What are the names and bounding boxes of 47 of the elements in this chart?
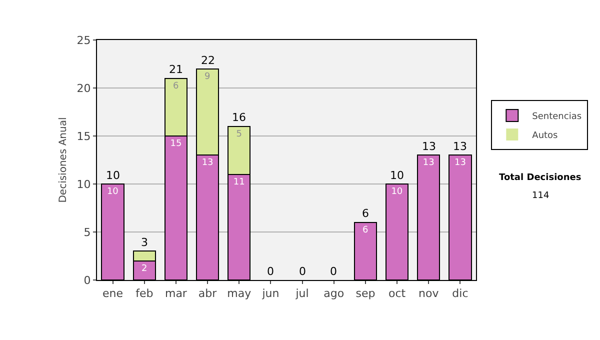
x-tick-label: ago (324, 287, 344, 300)
text: 114 (532, 191, 550, 201)
x-tick-label: may (227, 287, 252, 300)
legend-label: Sentencias (532, 112, 582, 122)
data-label: 9 (204, 72, 211, 82)
x-tick-label: jul (294, 287, 309, 300)
x-tick-label: abr (198, 287, 218, 300)
data-label: 10 (391, 187, 403, 197)
data-label: 13 (202, 158, 214, 168)
data-label: 6 (172, 81, 179, 92)
y-tick-label: 0 (84, 274, 91, 287)
x-tick-label: jun (261, 287, 280, 300)
total-label: 21 (169, 63, 183, 76)
y-tick-label: 15 (76, 130, 91, 143)
data-label: 13 (454, 158, 466, 168)
data-label: 15 (170, 139, 182, 149)
y-tick-label: 25 (76, 34, 91, 47)
x-tick-label: sep (356, 287, 376, 300)
x-tick-label: mar (164, 287, 188, 300)
total-label: 0 (299, 265, 306, 278)
data-label: 10 (106, 187, 119, 197)
total-label: 0 (330, 265, 337, 278)
total-label: 10 (390, 169, 404, 182)
legend-label: Autos (532, 131, 558, 142)
total-label: 13 (453, 140, 467, 153)
total-label: 22 (201, 54, 215, 67)
x-tick-label: ene (102, 287, 124, 300)
data-label: 13 (422, 158, 434, 168)
total-label: 3 (141, 236, 148, 249)
y-tick-label: 20 (76, 82, 91, 95)
total-label: 6 (362, 207, 369, 220)
x-tick-label: oct (388, 287, 406, 300)
total-label: 16 (232, 111, 246, 124)
data-label: 5 (236, 129, 242, 140)
total-label: 13 (422, 140, 436, 153)
x-tick-label: nov (418, 287, 440, 300)
data-label: 2 (142, 264, 148, 274)
y-tick-label: 10 (76, 178, 91, 191)
data-label: 6 (362, 225, 368, 236)
total-label: 0 (267, 265, 274, 278)
y-tick-label: 5 (84, 226, 91, 239)
total-label: 10 (106, 169, 120, 182)
x-tick-label: dic (452, 287, 468, 300)
x-tick-label: feb (136, 287, 154, 300)
data-label: 11 (233, 177, 245, 188)
text: Total Decisiones (499, 173, 582, 183)
y-axis-title: Decisiones Anual (58, 117, 69, 203)
